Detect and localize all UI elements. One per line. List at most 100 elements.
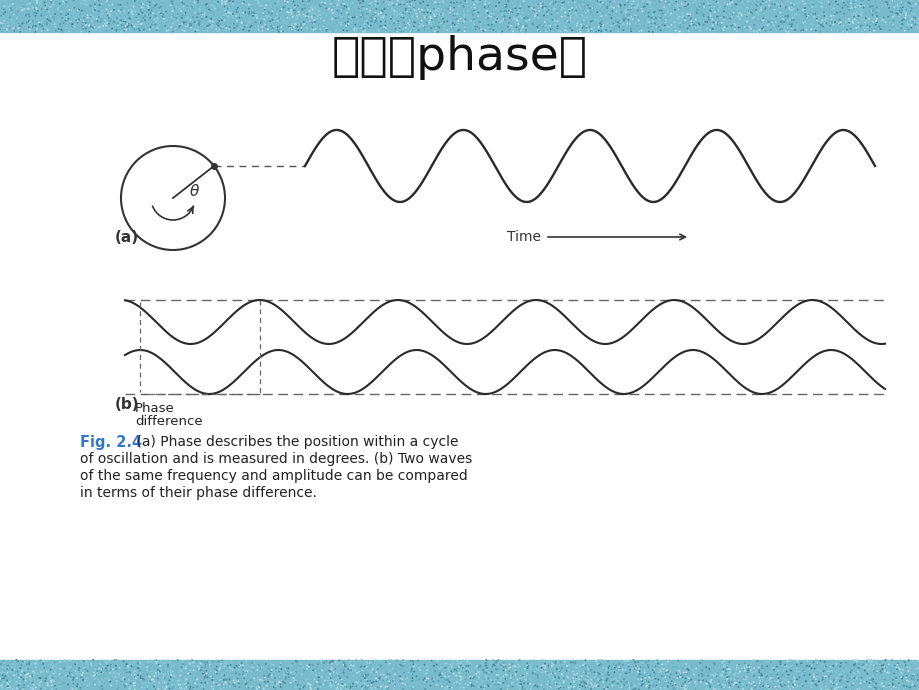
Point <box>493 678 507 689</box>
Point <box>865 676 879 687</box>
Point <box>568 5 583 16</box>
Point <box>264 9 278 20</box>
Point <box>837 674 852 685</box>
Point <box>809 671 823 682</box>
Point <box>803 19 818 30</box>
Point <box>895 14 910 25</box>
Point <box>839 26 854 37</box>
Point <box>367 666 381 677</box>
Point <box>177 26 192 37</box>
Point <box>122 13 137 24</box>
Point <box>798 6 812 17</box>
Point <box>865 0 879 11</box>
Point <box>843 8 857 19</box>
Point <box>102 667 117 678</box>
Point <box>414 7 429 18</box>
Point <box>415 674 430 685</box>
Point <box>724 0 739 8</box>
Point <box>768 22 783 33</box>
Point <box>889 683 903 690</box>
Point <box>550 682 565 690</box>
Point <box>415 680 430 690</box>
Point <box>703 676 718 687</box>
Point <box>670 684 685 690</box>
Point <box>183 14 198 26</box>
Point <box>525 18 539 29</box>
Point <box>776 24 790 35</box>
Point <box>700 20 715 31</box>
Point <box>415 0 430 7</box>
Point <box>335 665 350 676</box>
Point <box>515 0 529 10</box>
Point <box>648 656 663 667</box>
Point <box>809 14 823 26</box>
Point <box>397 673 412 684</box>
Point <box>842 3 857 14</box>
Point <box>766 3 781 14</box>
Point <box>474 666 489 677</box>
Point <box>80 13 95 24</box>
Point <box>561 680 575 690</box>
Point <box>383 0 398 10</box>
Point <box>199 0 214 9</box>
Point <box>712 5 727 16</box>
Point <box>579 12 594 23</box>
Point <box>70 673 85 684</box>
Point <box>742 662 756 673</box>
Point <box>449 0 464 6</box>
Point <box>673 22 687 33</box>
Point <box>758 680 773 690</box>
Point <box>0 0 12 11</box>
Point <box>219 21 233 32</box>
Point <box>133 671 148 682</box>
Point <box>413 663 427 674</box>
Point <box>114 676 129 687</box>
Point <box>525 668 539 679</box>
Point <box>244 681 258 690</box>
Point <box>705 669 720 680</box>
Point <box>801 13 816 24</box>
Point <box>45 657 60 668</box>
Point <box>156 2 171 13</box>
Point <box>267 673 282 684</box>
Point <box>101 21 116 32</box>
Point <box>446 668 460 679</box>
Point <box>69 658 84 669</box>
Point <box>40 25 55 36</box>
Point <box>518 15 533 26</box>
Point <box>106 9 120 20</box>
Point <box>108 660 123 671</box>
Point <box>376 21 391 32</box>
Point <box>121 661 136 672</box>
Point <box>268 663 283 674</box>
Point <box>567 8 582 19</box>
Point <box>158 684 173 690</box>
Point <box>186 679 200 690</box>
Point <box>279 6 294 17</box>
Point <box>784 19 799 30</box>
Point <box>207 8 221 19</box>
Point <box>233 10 248 21</box>
Point <box>447 5 461 16</box>
Point <box>599 673 614 684</box>
Point <box>704 0 719 11</box>
Point <box>904 669 919 680</box>
Point <box>777 1 791 12</box>
Point <box>128 665 142 676</box>
Point <box>595 20 609 31</box>
Point <box>709 671 723 682</box>
Text: Time: Time <box>506 230 540 244</box>
Point <box>749 0 764 7</box>
Point <box>257 4 272 15</box>
Point <box>358 16 373 27</box>
Point <box>323 26 337 37</box>
Point <box>671 665 686 676</box>
Point <box>294 669 309 680</box>
Point <box>114 14 129 26</box>
Point <box>16 683 30 690</box>
Point <box>579 674 594 685</box>
Point <box>373 660 388 671</box>
Point <box>34 4 49 15</box>
Point <box>223 663 238 674</box>
Point <box>789 657 803 668</box>
